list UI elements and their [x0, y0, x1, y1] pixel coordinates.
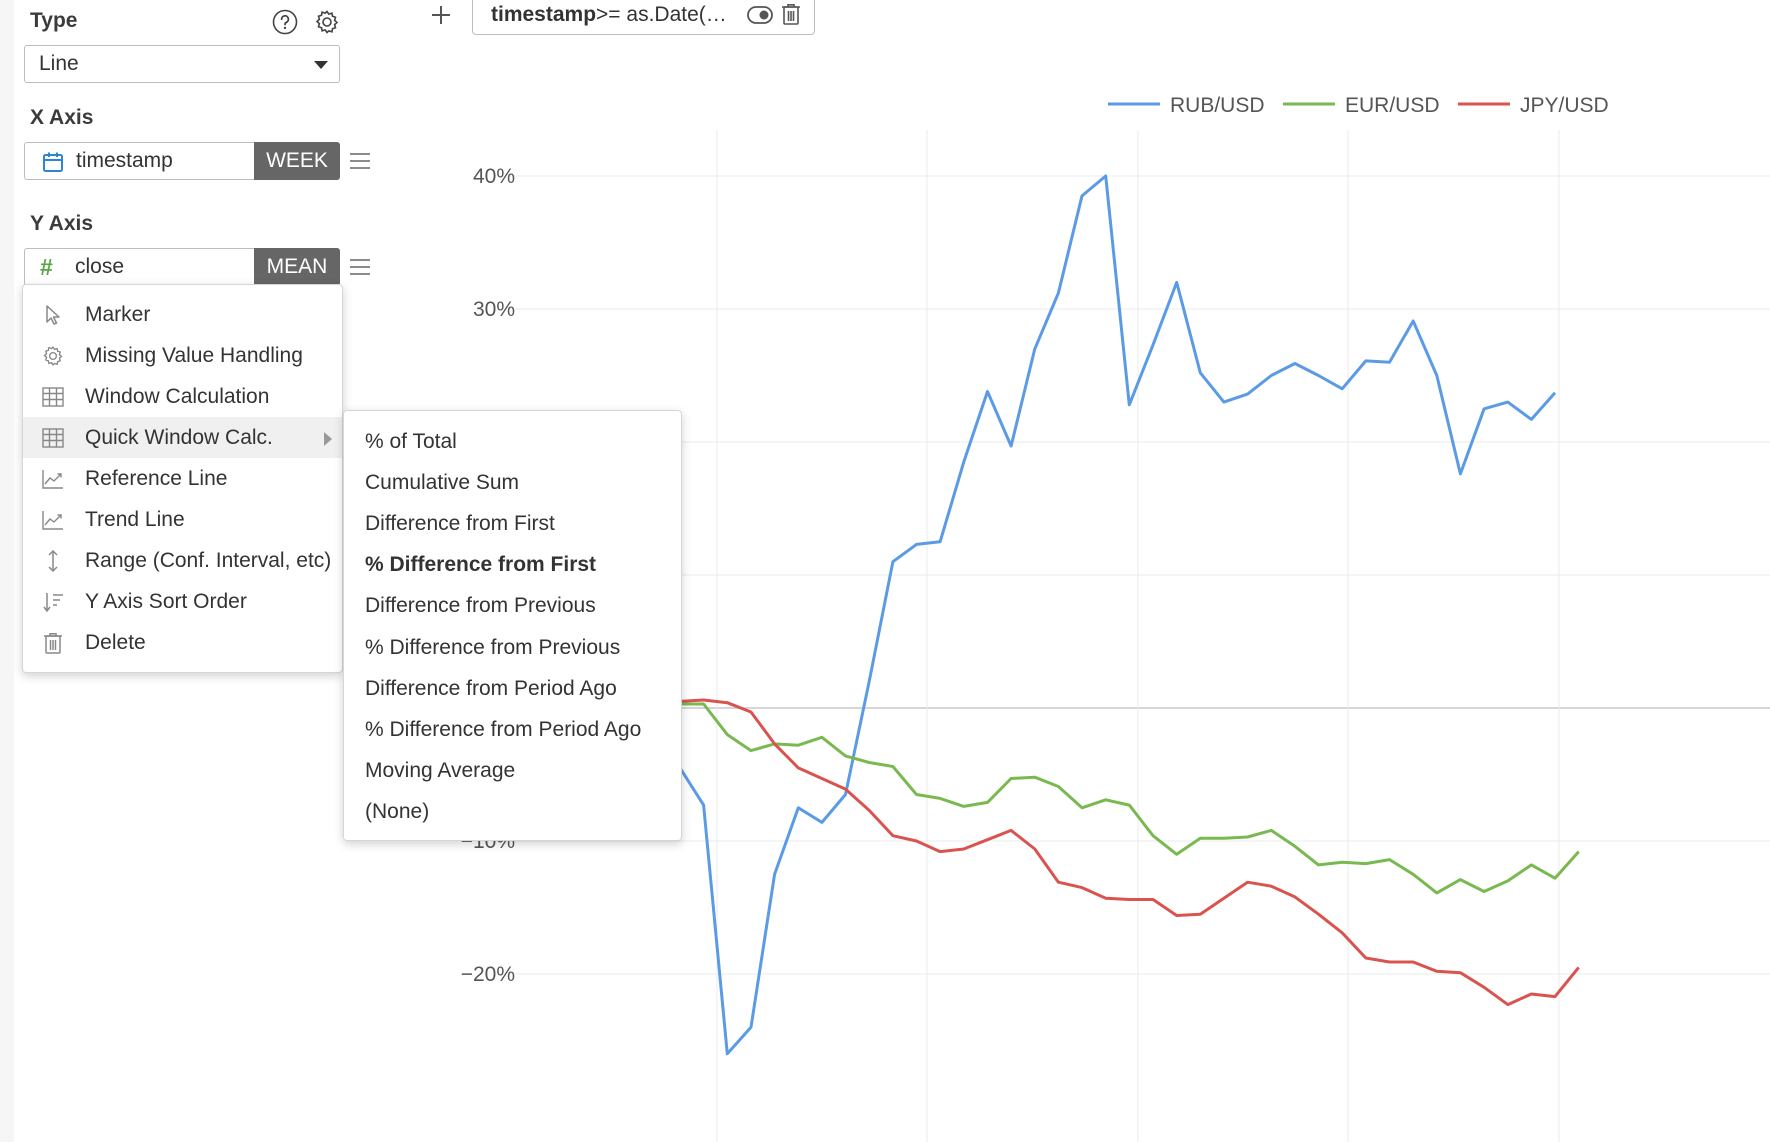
- menu-item-reference-line[interactable]: Reference Line: [23, 458, 342, 499]
- x-axis-field-name: timestamp: [76, 149, 173, 172]
- y-axis-label: Y Axis: [30, 212, 94, 235]
- chart-legend: RUB/USD EUR/USD JPY/USD: [1108, 94, 1609, 117]
- y-tick-label: −20%: [461, 963, 515, 986]
- y-axis-menu-icon[interactable]: [349, 257, 371, 277]
- chart-type-select[interactable]: Line: [24, 45, 340, 83]
- menu-item-missing-value-handling[interactable]: Missing Value Handling: [23, 335, 342, 376]
- series-line-rub-usd: [678, 174, 1557, 1056]
- y-tick-label: 40%: [473, 165, 515, 188]
- submenu-item-pct-difference-from-period-ago[interactable]: % Difference from Period Ago: [365, 717, 642, 741]
- menu-item-label: Delete: [85, 630, 146, 654]
- menu-item-quick-window-calc[interactable]: Quick Window Calc.: [23, 417, 342, 458]
- submenu-item-cumulative-sum[interactable]: Cumulative Sum: [365, 470, 520, 494]
- hash-icon: #: [40, 253, 53, 280]
- legend-label: EUR/USD: [1345, 94, 1440, 117]
- gear-icon[interactable]: [313, 8, 341, 36]
- menu-item-label: Reference Line: [85, 466, 228, 490]
- menu-item-label: Range (Conf. Interval, etc): [85, 548, 332, 572]
- y-axis-field[interactable]: # close: [24, 248, 254, 286]
- y-axis-field-name: close: [75, 255, 125, 278]
- series-line-jpy-usd: [679, 698, 1580, 1007]
- y-axis-context-menu: Marker Missing Value Handling Window Calcu…: [22, 284, 343, 673]
- chevron-right-icon: [324, 432, 332, 446]
- submenu-item-difference-from-first[interactable]: Difference from First: [365, 511, 555, 535]
- chart-line-icon: [41, 508, 65, 532]
- trash-icon: [41, 631, 65, 655]
- submenu-item-difference-from-period-ago[interactable]: Difference from Period Ago: [365, 676, 617, 700]
- toggle-icon[interactable]: [747, 6, 773, 30]
- menu-item-range-conf-interval-etc[interactable]: Range (Conf. Interval, etc): [23, 540, 342, 581]
- menu-item-label: Window Calculation: [85, 384, 270, 408]
- menu-item-marker[interactable]: Marker: [23, 294, 342, 335]
- quick-window-calc-submenu: % of Total Cumulative Sum Difference from …: [343, 410, 682, 841]
- gear-icon: [41, 344, 65, 368]
- menu-item-window-calculation[interactable]: Window Calculation: [23, 376, 342, 417]
- chart-series: [678, 174, 1580, 1056]
- chevron-down-icon: [314, 61, 328, 69]
- calendar-icon: [42, 151, 64, 179]
- menu-item-y-axis-sort-order[interactable]: Y Axis Sort Order: [23, 581, 342, 622]
- x-axis-aggregation-button[interactable]: WEEK: [254, 142, 340, 180]
- help-icon[interactable]: [271, 8, 299, 36]
- submenu-item-moving-average[interactable]: Moving Average: [365, 759, 516, 783]
- menu-item-label: Quick Window Calc.: [85, 425, 273, 449]
- cursor-arrow-icon: [41, 303, 65, 327]
- chart-line-icon: [41, 467, 65, 491]
- filter-expression: >= as.Date(…: [596, 2, 727, 26]
- submenu-item-pct-difference-from-first[interactable]: % Difference from First: [365, 553, 597, 577]
- chart-grid: [510, 130, 1770, 1142]
- left-strip: [0, 0, 14, 1142]
- vertical-arrows-icon: [41, 549, 65, 573]
- y-tick-label: 30%: [473, 298, 515, 321]
- menu-item-label: Trend Line: [85, 507, 185, 531]
- x-axis-field[interactable]: timestamp: [24, 142, 254, 180]
- submenu-item-pct-difference-from-previous[interactable]: % Difference from Previous: [365, 635, 621, 659]
- menu-item-label: Y Axis Sort Order: [85, 589, 247, 613]
- filter-pill[interactable]: timestamp >= as.Date(…: [472, 0, 815, 35]
- menu-item-label: Marker: [85, 302, 151, 326]
- legend-label: JPY/USD: [1520, 94, 1609, 117]
- series-line-eur-usd: [680, 702, 1580, 895]
- legend-label: RUB/USD: [1170, 94, 1265, 117]
- table-grid-icon: [41, 426, 65, 450]
- chart-type-value: Line: [39, 52, 79, 75]
- sort-icon: [41, 590, 65, 614]
- filter-field: timestamp: [491, 2, 597, 26]
- menu-item-trend-line[interactable]: Trend Line: [23, 499, 342, 540]
- y-axis-aggregation-button[interactable]: MEAN: [254, 248, 340, 286]
- menu-item-label: Missing Value Handling: [85, 343, 303, 367]
- type-section-label: Type: [30, 9, 78, 32]
- add-filter-icon[interactable]: [428, 2, 454, 28]
- menu-item-delete[interactable]: Delete: [23, 622, 342, 663]
- trash-icon[interactable]: [781, 3, 801, 31]
- submenu-item-none[interactable]: (None): [365, 800, 430, 824]
- x-axis-menu-icon[interactable]: [349, 151, 371, 171]
- submenu-item-difference-from-previous[interactable]: Difference from Previous: [365, 594, 596, 618]
- submenu-item-pct-of-total[interactable]: % of Total: [365, 429, 457, 453]
- x-axis-label: X Axis: [30, 106, 94, 129]
- table-grid-icon: [41, 385, 65, 409]
